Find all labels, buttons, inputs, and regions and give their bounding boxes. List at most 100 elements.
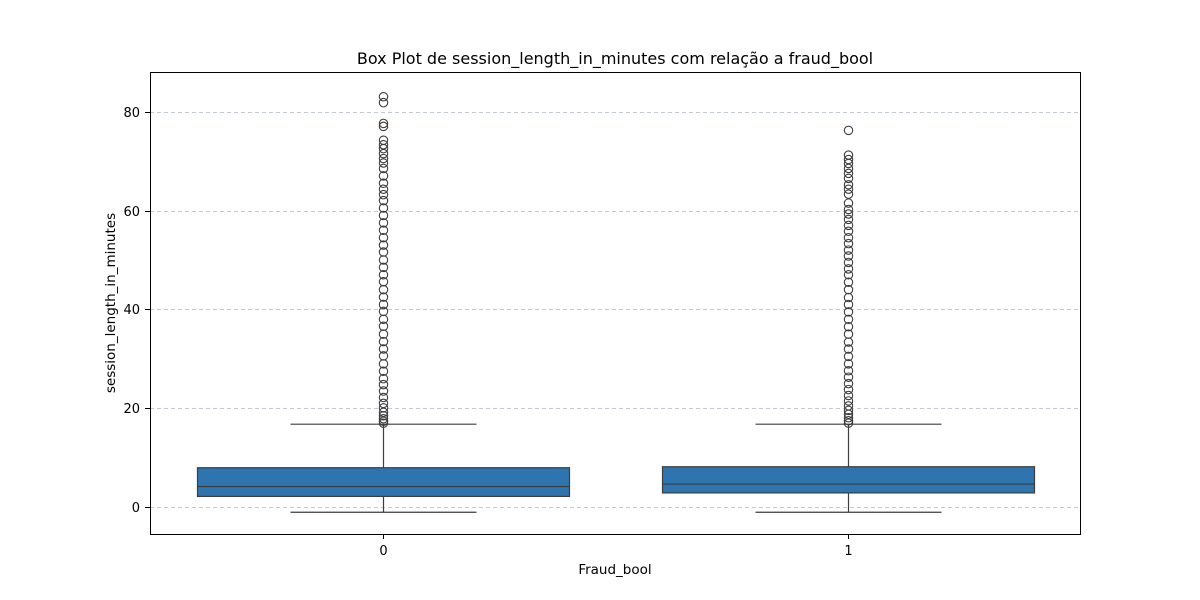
y-axis: 0 20 40 60 80 [123, 106, 150, 516]
y-tick-label: 60 [123, 205, 140, 220]
outlier-point [378, 210, 389, 221]
outlier-point [843, 284, 854, 295]
outlier-point [843, 198, 854, 208]
outlier-point [378, 321, 389, 331]
outlier-point [378, 403, 389, 413]
outlier-point [843, 226, 854, 237]
outlier-point [843, 173, 854, 184]
outlier-point [378, 413, 389, 424]
outlier-point [378, 306, 389, 317]
outlier-point [843, 270, 854, 280]
outlier-point [378, 292, 389, 302]
outlier-point [378, 148, 389, 159]
x-tick-label: 0 [379, 544, 387, 559]
outlier-point [378, 195, 389, 206]
outlier-point [843, 378, 854, 389]
outlier-point [843, 359, 854, 369]
y-tick-label: 80 [123, 106, 140, 121]
outlier-point [843, 413, 854, 423]
box-0 [196, 91, 571, 513]
outlier-point [378, 91, 389, 102]
outlier-point [378, 344, 389, 354]
outlier-point [378, 153, 389, 164]
outlier-point [378, 135, 389, 146]
outlier-point [843, 214, 854, 225]
outlier-point [843, 125, 854, 136]
outlier-point [843, 351, 854, 362]
outlier-point [843, 204, 854, 215]
box-series [196, 91, 1036, 513]
outlier-point [843, 396, 854, 406]
outlier-point [378, 262, 389, 273]
outlier-point [843, 209, 854, 219]
outlier-point [843, 314, 854, 325]
outlier-point [843, 344, 854, 354]
outlier-point [378, 276, 389, 287]
outlier-point [378, 392, 389, 403]
outlier-point [843, 384, 854, 395]
outlier-point [843, 154, 854, 165]
outlier-point [378, 379, 389, 390]
outlier-point [843, 307, 854, 317]
chart-title: Box Plot de session_length_in_minutes co… [357, 49, 873, 69]
y-tick-label: 40 [123, 303, 140, 318]
outlier-point [843, 329, 854, 339]
outlier-point [378, 171, 389, 181]
outlier-point [843, 390, 854, 401]
box-1 [661, 125, 1036, 513]
outlier-point [378, 373, 389, 384]
y-axis-label: session_length_in_minutes [103, 213, 119, 393]
outlier-point [843, 180, 854, 190]
outlier-point [843, 163, 854, 174]
outlier-point [843, 220, 854, 231]
outlier-point [378, 232, 389, 243]
outlier-point [843, 251, 854, 261]
iqr-box [196, 467, 571, 498]
outlier-point [378, 351, 389, 361]
outlier-point [378, 386, 389, 396]
outlier-point [843, 405, 854, 416]
outlier-point [843, 184, 854, 194]
outlier-point [378, 218, 389, 228]
y-gridlines [150, 112, 1080, 508]
outlier-point [843, 257, 854, 268]
outlier-point [378, 247, 389, 257]
outlier-point [843, 321, 854, 332]
outlier-point [378, 184, 389, 194]
iqr-box [661, 466, 1036, 494]
outlier-point [843, 299, 854, 310]
outlier-point [378, 139, 389, 150]
outlier-point [843, 372, 854, 382]
outlier-point [378, 121, 389, 132]
outlier-point [843, 150, 854, 160]
outlier-point [378, 189, 389, 200]
outlier-point [378, 336, 389, 347]
outlier-point [843, 232, 854, 243]
outlier-point [378, 240, 389, 250]
outlier-point [843, 245, 854, 255]
outlier-point [378, 366, 389, 377]
outlier-point [378, 163, 389, 174]
outlier-point [843, 264, 854, 274]
plot-frame [150, 72, 1081, 535]
outlier-point [843, 238, 854, 249]
y-tick-label: 20 [123, 402, 140, 417]
outlier-point [843, 168, 854, 179]
outlier-point [378, 118, 389, 129]
outlier-point [843, 401, 854, 411]
outlier-point [378, 158, 389, 168]
outlier-point [378, 225, 389, 236]
outlier-point [843, 415, 854, 426]
outlier-point [378, 299, 389, 310]
x-tick-label: 1 [844, 544, 852, 559]
outlier-point [378, 178, 389, 189]
outlier-point [378, 203, 389, 213]
y-tick-label: 0 [132, 501, 140, 516]
outlier-point [843, 189, 854, 199]
outlier-point [843, 277, 854, 287]
outlier-point [378, 270, 389, 280]
outlier-point [378, 398, 389, 409]
outlier-point [378, 97, 389, 108]
